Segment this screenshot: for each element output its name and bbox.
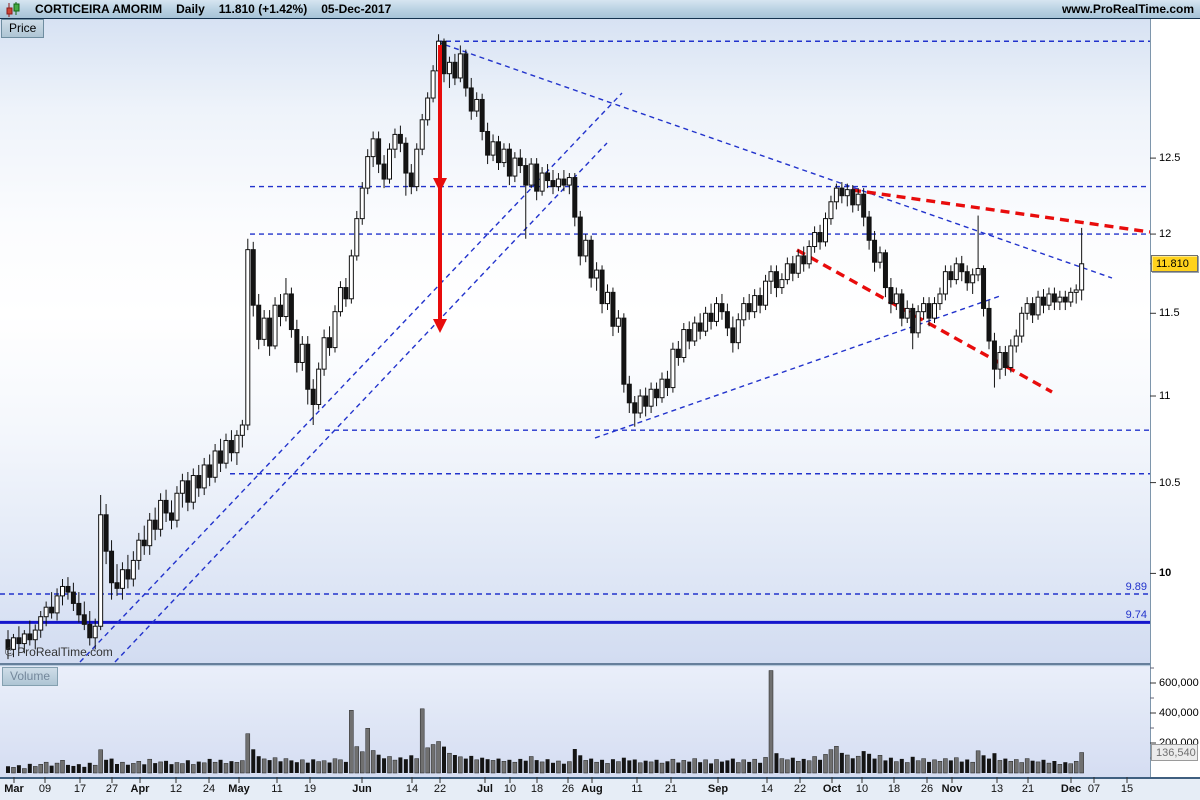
last-price-marker: 11.810	[1151, 254, 1198, 272]
time-axis-label: 10	[503, 783, 517, 795]
time-axis-label: 11	[631, 783, 643, 795]
support-level-label: 9.74	[1125, 609, 1147, 622]
copyright-watermark: © ProRealTime.com	[5, 645, 113, 659]
price-axis-label: 12.5	[1159, 152, 1181, 165]
time-axis-label: 22	[793, 783, 807, 795]
candlestick-logo-icon	[6, 1, 20, 17]
time-axis-label: 07	[1087, 783, 1101, 795]
instrument-name: CORTICEIRA AMORIM	[35, 2, 163, 16]
price-axis-label: 10.5	[1159, 476, 1181, 489]
time-axis-label: 18	[887, 783, 901, 795]
time-axis-label: 10	[855, 783, 869, 795]
time-axis-label: 11	[271, 783, 283, 795]
time-axis-label: Sep	[707, 783, 729, 795]
time-axis-label: Jun	[352, 783, 372, 795]
time-axis-label: 26	[920, 783, 934, 795]
time-axis-label: 24	[202, 783, 216, 795]
time-axis-label: Apr	[130, 783, 150, 795]
tab-volume[interactable]: Volume	[2, 667, 59, 686]
price-axis-label: 11.5	[1159, 307, 1180, 320]
last-price-change: 11.810 (+1.42%)	[219, 2, 307, 16]
price-axis-label: 12	[1159, 228, 1172, 241]
time-axis-label: 09	[38, 783, 52, 795]
price-axis-column[interactable]	[1150, 19, 1200, 777]
time-axis-label: Nov	[941, 783, 963, 795]
session-date: 05-Dec-2017	[321, 2, 392, 16]
tab-price[interactable]: Price	[1, 19, 45, 38]
time-axis-label: Dec	[1060, 783, 1082, 795]
time-axis-label: Aug	[581, 783, 603, 795]
time-axis-label: 21	[664, 783, 678, 795]
time-axis-label: May	[228, 783, 250, 795]
time-axis-strip[interactable]	[0, 777, 1200, 800]
time-axis-label: 22	[433, 783, 447, 795]
last-volume-marker: 136,540	[1151, 743, 1198, 761]
volume-axis-label: 400,000	[1159, 707, 1199, 719]
time-axis-label: 21	[1021, 783, 1035, 795]
time-axis-label: 19	[303, 783, 317, 795]
time-axis-label: 14	[405, 783, 419, 795]
price-axis-label: 11	[1159, 390, 1171, 402]
time-axis-label: Jul	[477, 783, 493, 795]
title-bar: CORTICEIRA AMORIM Daily 11.810 (+1.42%) …	[0, 0, 1200, 19]
time-axis-label: Oct	[822, 783, 842, 795]
support-level-label: 9.89	[1125, 580, 1147, 593]
time-axis-label: 12	[169, 783, 183, 795]
time-axis-label: 18	[530, 783, 544, 795]
time-axis-label: Mar	[4, 783, 24, 795]
time-axis-label: 26	[561, 783, 575, 795]
time-axis-label: 27	[105, 783, 119, 795]
website-link[interactable]: www.ProRealTime.com	[1061, 2, 1194, 16]
time-axis-label: 14	[760, 783, 774, 795]
time-axis-label: 17	[73, 783, 87, 795]
change-percent: (+1.42%)	[258, 2, 308, 16]
last-price: 11.810	[218, 2, 255, 16]
timeframe-label: Daily	[176, 2, 205, 16]
volume-axis-label: 600,000	[1159, 677, 1199, 689]
time-axis-label: 13	[990, 783, 1004, 795]
time-axis-label: 15	[1120, 783, 1134, 795]
price-axis-label: 10	[1159, 567, 1172, 580]
